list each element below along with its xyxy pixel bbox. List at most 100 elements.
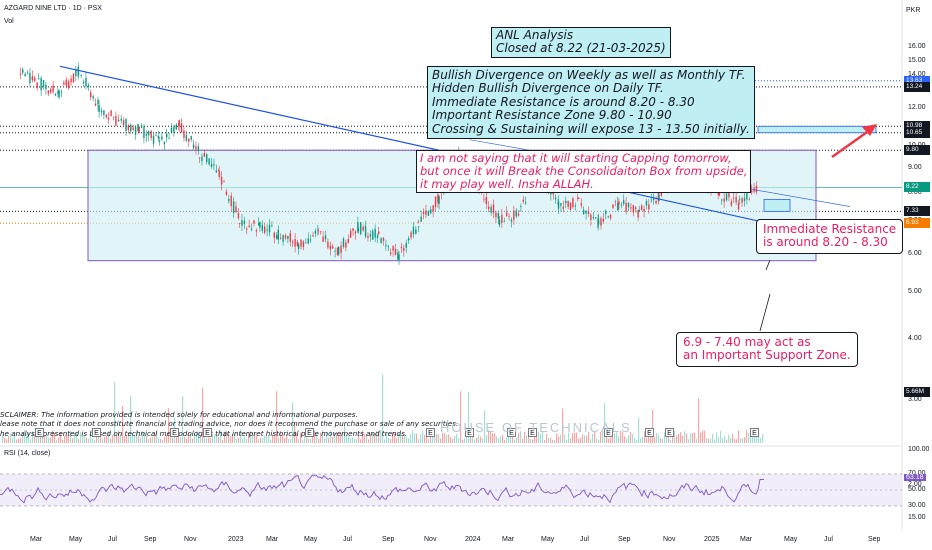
- anl-title-line: ANL Analysis: [496, 28, 574, 42]
- price-candle: [261, 224, 264, 231]
- volume-bar: [510, 433, 512, 443]
- price-candle: [594, 217, 597, 219]
- volume-bar: [270, 439, 272, 443]
- volume-bar: [178, 433, 180, 443]
- price-candle: [369, 234, 372, 237]
- analysis-line: Bullish Divergence on Weekly as well as …: [432, 68, 746, 82]
- volume-bar: [368, 439, 370, 443]
- volume-bar: [176, 436, 178, 443]
- x-tick-label: 2024: [465, 536, 481, 543]
- anl-title-box[interactable]: ANL Analysis Closed at 8.22 (21-03-2025): [491, 27, 671, 58]
- volume-bar: [218, 436, 220, 443]
- callout-line: Immediate Resistance: [763, 222, 897, 236]
- support-callout-pointer: [759, 293, 771, 332]
- consolidation-note-box[interactable]: I am not saying that it will starting Ca…: [416, 150, 752, 193]
- price-candle: [645, 200, 648, 206]
- volume-bar: [644, 431, 646, 443]
- price-candle: [385, 244, 387, 247]
- price-candle: [345, 242, 347, 248]
- price-candle: [405, 242, 407, 248]
- volume-bar: [582, 434, 584, 443]
- volume-bar: [38, 435, 40, 443]
- price-candle: [120, 118, 122, 121]
- price-candle: [748, 199, 750, 201]
- volume-bar: [312, 434, 314, 443]
- price-candle: [387, 245, 390, 247]
- price-candle: [495, 212, 497, 218]
- x-tick-label: Nov: [184, 536, 197, 543]
- rsi-label: RSI (14, close): [4, 450, 51, 457]
- price-candle: [743, 197, 746, 201]
- price-candle: [138, 126, 140, 133]
- volume-bar: [506, 437, 508, 443]
- price-candle: [190, 135, 192, 140]
- x-tick-label: Jul: [824, 536, 833, 543]
- price-candle: [501, 214, 503, 223]
- price-candle: [38, 78, 40, 80]
- volume-bar: [708, 438, 710, 443]
- price-candle: [92, 96, 94, 99]
- volume-bar: [124, 436, 126, 443]
- earnings-marker: E: [665, 428, 674, 437]
- volume-bar: [160, 438, 162, 443]
- price-candle: [70, 78, 72, 83]
- volume-bar: [528, 435, 530, 443]
- volume-bar: [252, 432, 254, 443]
- volume-bar: [456, 433, 458, 443]
- volume-bar: [148, 439, 150, 443]
- x-tick-label: Jul: [108, 536, 117, 543]
- price-candle: [397, 252, 399, 260]
- price-candle: [367, 236, 369, 238]
- price-candle: [741, 198, 743, 203]
- price-candle: [577, 198, 579, 199]
- volume-bar: [224, 431, 226, 443]
- volume-bar: [654, 436, 656, 443]
- price-candle: [140, 125, 143, 128]
- volume-bar: [526, 435, 528, 443]
- price-candle: [185, 134, 188, 141]
- volume-bar: [20, 438, 22, 443]
- price-candle: [422, 212, 425, 214]
- price-candle: [403, 248, 405, 251]
- volume-bar: [28, 432, 30, 443]
- volume-bar: [478, 434, 480, 443]
- price-candle: [380, 237, 382, 244]
- volume-bar: [744, 437, 746, 443]
- support-zone-callout[interactable]: 6.9 - 7.40 may act as an Important Suppo…: [676, 332, 858, 367]
- volume-bar: [284, 438, 286, 443]
- volume-bar: [408, 438, 410, 443]
- price-candle: [400, 246, 403, 249]
- price-candle: [26, 72, 29, 74]
- price-candle: [271, 225, 273, 227]
- immediate-resistance-callout[interactable]: Immediate Resistance is around 8.20 - 8.…: [756, 219, 904, 254]
- price-candle: [483, 198, 485, 200]
- volume-bar: [432, 433, 434, 443]
- price-candle: [276, 235, 278, 239]
- volume-bar: [590, 439, 592, 443]
- rsi-value-label: 63.18: [904, 474, 926, 482]
- volume-bar: [146, 435, 148, 443]
- price-candle: [78, 73, 80, 74]
- volume-bar: [212, 435, 214, 443]
- price-candle: [163, 142, 165, 145]
- volume-bar: [388, 437, 390, 443]
- volume-bar: [340, 432, 342, 443]
- volume-bar: [384, 439, 386, 443]
- price-level-label: 5.66M: [904, 387, 930, 397]
- callout-line: an Important Support Zone.: [683, 348, 851, 363]
- price-level-label: 13.63: [904, 75, 930, 86]
- volume-bar: [280, 430, 282, 443]
- price-candle: [329, 246, 332, 250]
- volume-bar: [668, 432, 670, 443]
- price-candle: [80, 75, 82, 76]
- price-candle: [72, 73, 75, 83]
- volume-bar: [418, 439, 420, 443]
- price-candle: [309, 239, 312, 241]
- price-candle: [157, 136, 160, 139]
- volume-bar: [524, 431, 526, 443]
- analysis-notes-box[interactable]: Bullish Divergence on Weekly as well as …: [427, 66, 755, 140]
- volume-bar: [226, 430, 228, 443]
- volume-bar: [530, 438, 532, 443]
- analysis-line: Immediate Resistance is around 8.20 - 8.…: [432, 94, 695, 109]
- price-candle: [427, 211, 430, 216]
